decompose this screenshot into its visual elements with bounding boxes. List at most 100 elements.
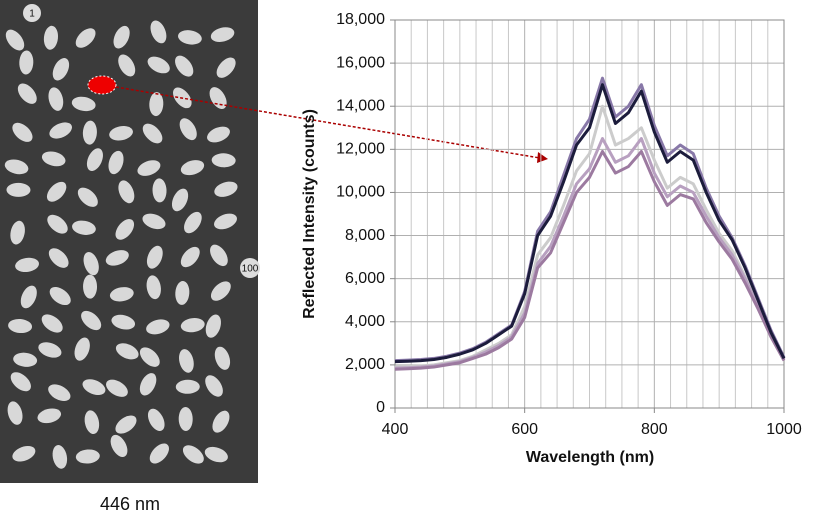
x-tick-label: 600: [511, 421, 538, 438]
seed: [10, 220, 25, 245]
seed: [83, 274, 98, 299]
seed: [139, 347, 160, 367]
seed: [20, 285, 37, 309]
seed: [49, 286, 71, 306]
seed: [180, 318, 205, 333]
seed: [84, 410, 100, 435]
seed: [209, 87, 227, 110]
seed: [137, 160, 161, 176]
seed: [48, 87, 64, 111]
seed: [175, 55, 194, 77]
seed: [204, 446, 228, 463]
x-tick-label: 800: [641, 421, 668, 438]
seed: [216, 57, 236, 78]
seed: [111, 314, 136, 330]
seed: [149, 92, 164, 117]
seed: [38, 342, 62, 358]
seed: [12, 122, 33, 142]
marker-circle: [23, 4, 41, 22]
seed: [15, 257, 39, 273]
seed: [46, 181, 67, 202]
y-tick-label: 16,000: [336, 54, 385, 71]
seed: [146, 245, 163, 269]
seed: [149, 443, 169, 464]
seed: [47, 214, 68, 234]
seed: [5, 29, 25, 51]
seed: [41, 151, 66, 167]
seed: [72, 220, 96, 235]
seed: [205, 375, 223, 397]
seed: [147, 56, 170, 74]
seed: [212, 410, 230, 433]
seed: [142, 213, 166, 230]
seed: [118, 180, 135, 204]
last-marker: 100: [242, 264, 259, 275]
seed: [214, 181, 238, 197]
seed: [13, 352, 38, 367]
seed: [150, 20, 167, 44]
y-axis-title: Reflected Intensity (counts): [301, 109, 318, 319]
seed: [115, 219, 135, 240]
seed: [110, 434, 128, 458]
seed: [52, 445, 68, 469]
seed: [82, 379, 106, 395]
seeds: [4, 20, 238, 469]
seed: [7, 401, 23, 425]
x-tick-label: 1000: [766, 421, 802, 438]
x-axis-title: Wavelength (nm): [526, 449, 654, 466]
arrow-head: [537, 152, 548, 163]
seed: [179, 118, 197, 141]
plot-frame: [394, 19, 785, 409]
seed: [171, 188, 189, 212]
seed-image: [0, 0, 258, 483]
seed: [8, 318, 33, 334]
x-tick-label: 400: [382, 421, 409, 438]
seed: [108, 150, 124, 175]
marker-circle: [240, 258, 260, 278]
seed: [139, 373, 157, 396]
seed: [52, 58, 70, 81]
seed: [179, 349, 194, 373]
seed: [86, 148, 103, 171]
seed: [81, 310, 102, 331]
seed: [109, 287, 134, 302]
caption: 446 nm: [100, 494, 160, 514]
seed: [82, 120, 97, 145]
seed: [75, 28, 96, 48]
seed: [43, 25, 59, 50]
seed: [207, 126, 230, 143]
seed: [71, 96, 96, 112]
seed: [214, 346, 231, 370]
seed: [178, 406, 193, 431]
series-line: [394, 83, 786, 364]
seed: [146, 319, 170, 335]
seed: [48, 248, 69, 268]
seed: [41, 314, 63, 333]
seed: [180, 246, 200, 268]
seed: [49, 122, 72, 139]
y-tick-label: 12,000: [336, 141, 385, 158]
seed: [12, 445, 36, 462]
seed: [113, 25, 130, 49]
first-marker: 1: [29, 9, 35, 20]
seed: [214, 213, 237, 230]
series-line: [394, 149, 786, 371]
seed: [115, 343, 139, 360]
seed: [211, 153, 236, 168]
selected-seed: [87, 75, 117, 95]
seed: [105, 250, 129, 266]
seed: [109, 126, 133, 141]
seed: [4, 159, 29, 175]
seed: [142, 123, 163, 144]
y-tick-label: 14,000: [336, 97, 385, 114]
seed: [184, 211, 202, 234]
arrow: [115, 86, 541, 159]
seed: [77, 187, 98, 207]
seed: [10, 372, 31, 392]
y-tick-label: 10,000: [336, 184, 385, 201]
seed: [75, 449, 100, 464]
seed: [175, 280, 190, 305]
y-tick-label: 18,000: [336, 11, 385, 28]
seed: [175, 379, 200, 394]
